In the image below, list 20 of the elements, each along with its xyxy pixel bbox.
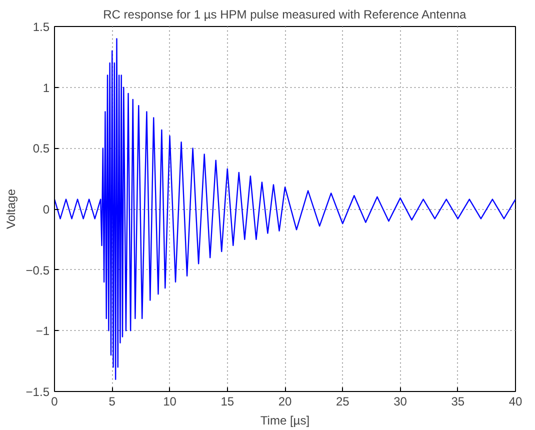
y-tick-label: −1.5 xyxy=(26,385,50,399)
chart-title: RC response for 1 µs HPM pulse measured with Reference Antenna xyxy=(103,8,467,22)
y-axis-title: Voltage xyxy=(4,188,18,230)
x-tick-label: 5 xyxy=(108,394,116,408)
x-tick-label: 40 xyxy=(508,394,522,408)
x-tick-label: 10 xyxy=(163,394,177,408)
y-tick-label: 0 xyxy=(42,202,50,216)
y-tick-label: −0.5 xyxy=(26,263,50,278)
x-tick-label: 20 xyxy=(278,394,292,408)
x-tick-label: 0 xyxy=(51,394,58,408)
y-tick-label: −1 xyxy=(36,324,50,338)
y-tick-label: 1 xyxy=(42,80,50,95)
y-tick-label: 1.5 xyxy=(32,20,50,34)
x-axis-title: Time [µs] xyxy=(260,414,310,428)
x-tick-label: 15 xyxy=(220,394,234,408)
x-tick-label: 30 xyxy=(394,394,408,408)
line-series xyxy=(54,38,516,380)
x-tick-label: 35 xyxy=(451,394,465,408)
x-tick-label: 25 xyxy=(336,394,350,408)
y-tick-label: 0.5 xyxy=(32,142,50,156)
